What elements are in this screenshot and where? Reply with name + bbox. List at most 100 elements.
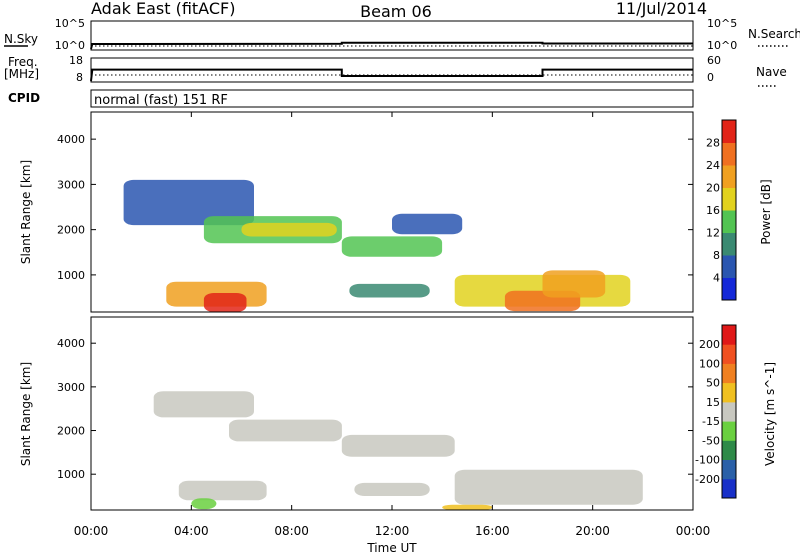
- time-tick-label-2: 08:00: [274, 524, 309, 538]
- velocity-region-6: [191, 498, 217, 510]
- velocity-colorbar-segment-7: [722, 344, 736, 364]
- cpid-panel-frame: [90, 89, 694, 108]
- power-colorbar-tick-4: 20: [706, 182, 720, 195]
- power-colorbar-segment-7: [722, 120, 736, 143]
- freq-left-label-bottom: [MHz]: [4, 67, 39, 81]
- velocity-region-2: [341, 434, 455, 457]
- beam-title: Beam 06: [360, 2, 432, 21]
- velocity-colorbar-frame: [721, 324, 737, 499]
- velocity-ytick-label-3: 4000: [57, 337, 85, 350]
- velocity-ytick-label-2: 3000: [57, 381, 85, 394]
- power-colorbar-tick-1: 8: [713, 249, 720, 262]
- velocity-colorbar: 200 100 50 15 -15 -50 -100 -200: [695, 324, 737, 499]
- power-colorbar-frame: [721, 119, 737, 301]
- velocity-region-5: [454, 469, 643, 505]
- power-colorbar-tick-2: 12: [706, 227, 720, 240]
- velocity-colorbar-segment-4: [722, 401, 736, 422]
- velocity-region-1: [229, 419, 342, 442]
- noise-left-tick-high: 10^5: [55, 17, 85, 30]
- time-axis-label: Time UT: [366, 541, 417, 554]
- freq-right-tick-low: 0: [707, 71, 714, 84]
- power-colorbar-label: Power [dB]: [759, 179, 773, 244]
- power-ytick-label-1: 2000: [57, 224, 85, 237]
- power-colorbar-tick-5: 24: [706, 159, 720, 172]
- power-colorbar-segment-2: [722, 232, 736, 256]
- time-tick-label-5: 20:00: [575, 524, 610, 538]
- velocity-y-label: Slant Range [km]: [19, 362, 33, 466]
- velocity-region-0: [153, 391, 254, 418]
- velocity-colorbar-tick-4: -15: [702, 415, 720, 428]
- power-ytick-label-3: 4000: [57, 133, 85, 146]
- velocity-colorbar-tick-1: 100: [699, 357, 720, 370]
- velocity-ytick-label-0: 1000: [57, 468, 85, 481]
- power-region-7: [349, 283, 430, 298]
- velocity-colorbar-segment-3: [722, 421, 736, 441]
- velocity-colorbar-segment-5: [722, 382, 736, 403]
- freq-left-label-top: Freq.: [8, 55, 38, 69]
- velocity-colorbar-segment-8: [722, 325, 736, 345]
- noise-panel-frame: [90, 20, 694, 51]
- power-ytick-label-0: 1000: [57, 269, 85, 282]
- time-tick-label-1: 04:00: [174, 524, 209, 538]
- freq-series-line-freq: [90, 68, 693, 82]
- date-title: 11/Jul/2014: [616, 0, 707, 18]
- velocity-colorbar-segment-1: [722, 459, 736, 480]
- noise-right-tick-high: 10^5: [707, 17, 737, 30]
- power-colorbar-segment-4: [722, 187, 736, 211]
- freq-right-label: Nave: [756, 65, 787, 79]
- power-ytick-label-2: 3000: [57, 178, 85, 191]
- power-colorbar-segment-0: [722, 277, 736, 301]
- power-colorbar-segment-3: [722, 210, 736, 233]
- noise-series-group: [90, 41, 693, 50]
- time-tick-label-0: 00:00: [74, 524, 109, 538]
- noise-right-label: N.Search: [748, 27, 800, 41]
- velocity-colorbar-segment-6: [722, 363, 736, 384]
- velocity-colorbar-tick-7: -200: [695, 473, 720, 486]
- time-tick-label-4: 16:00: [475, 524, 510, 538]
- velocity-region-7: [442, 504, 493, 510]
- velocity-region-4: [354, 482, 430, 496]
- power-y-axis: 1000 2000 3000 4000: [57, 133, 693, 282]
- velocity-heatmap: [153, 391, 643, 510]
- time-tick-label-6: 00:00: [676, 524, 711, 538]
- noise-series-line-sky: [90, 41, 693, 50]
- power-region-2: [241, 222, 337, 237]
- velocity-colorbar-tick-0: 200: [699, 338, 720, 351]
- velocity-colorbar-tick-2: 50: [706, 377, 720, 390]
- freq-left-tick-low: 8: [76, 71, 83, 84]
- velocity-colorbar-tick-6: -100: [695, 454, 720, 467]
- time-axis: 00:00 04:00 08:00 12:00 16:00 20:00 00:00: [74, 112, 711, 538]
- velocity-colorbar-tick-3: 15: [706, 396, 720, 409]
- power-region-0: [123, 179, 254, 226]
- freq-right-tick-high: 60: [707, 54, 721, 67]
- power-colorbar-segment-1: [722, 255, 736, 278]
- velocity-colorbar-label: Velocity [m s^-1]: [763, 362, 777, 466]
- power-region-6: [203, 293, 247, 312]
- power-colorbar: 4 8 12 16 20 24 28: [706, 119, 737, 301]
- station-title: Adak East (fitACF): [91, 0, 235, 18]
- power-region-10: [542, 270, 606, 298]
- velocity-colorbar-tick-5: -50: [702, 434, 720, 447]
- power-region-3: [341, 236, 443, 257]
- power-heatmap: [123, 179, 631, 312]
- velocity-ytick-label-1: 2000: [57, 425, 85, 438]
- power-y-label: Slant Range [km]: [19, 160, 33, 264]
- velocity-colorbar-segment-0: [722, 478, 736, 499]
- noise-left-label: N.Sky: [4, 32, 38, 46]
- noise-right-tick-low: 10^0: [707, 39, 737, 52]
- power-colorbar-tick-0: 4: [713, 272, 720, 285]
- freq-left-tick-high: 18: [69, 54, 83, 67]
- power-colorbar-tick-6: 28: [706, 137, 720, 150]
- power-colorbar-segment-6: [722, 142, 736, 166]
- cpid-label: CPID: [8, 91, 40, 105]
- power-colorbar-tick-3: 16: [706, 204, 720, 217]
- cpid-text: normal (fast) 151 RF: [94, 93, 228, 108]
- power-region-4: [392, 213, 463, 235]
- freq-series-group: [90, 68, 693, 82]
- velocity-y-axis: 1000 2000 3000 4000: [57, 337, 693, 481]
- velocity-colorbar-segment-2: [722, 440, 736, 460]
- noise-left-tick-low: 10^0: [55, 39, 85, 52]
- time-tick-label-3: 12:00: [375, 524, 410, 538]
